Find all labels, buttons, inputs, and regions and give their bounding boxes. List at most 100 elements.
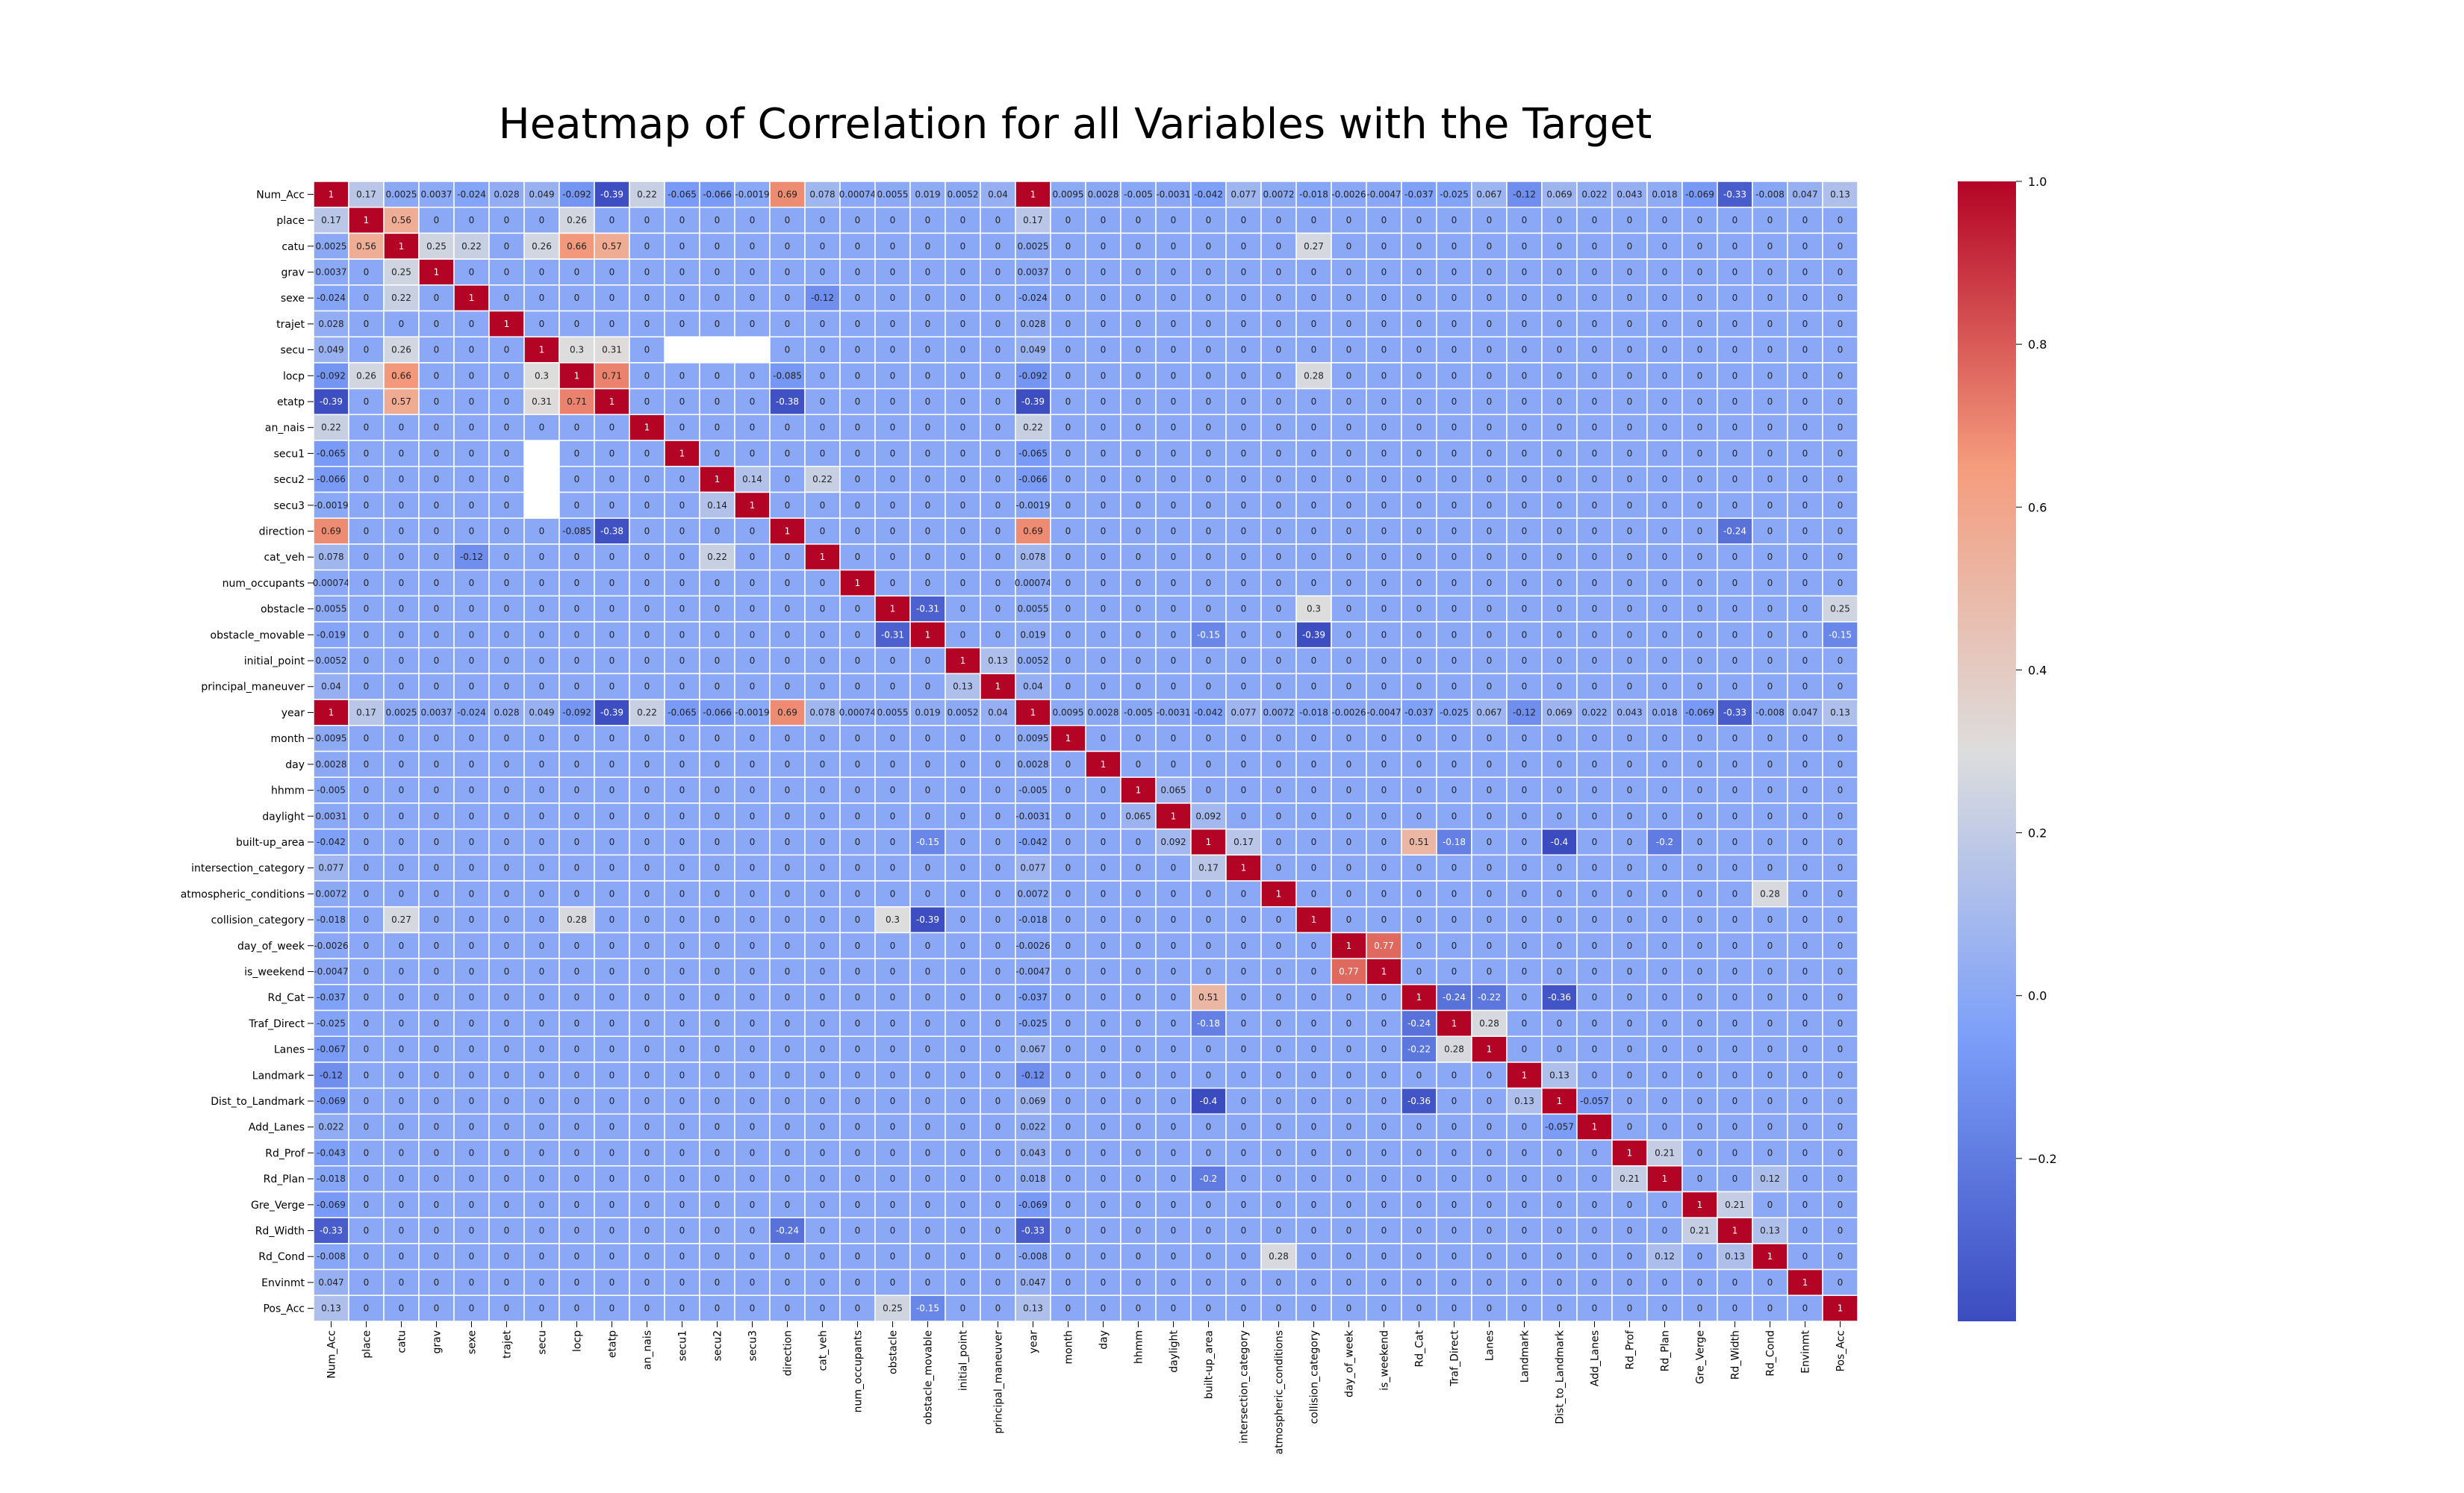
cell-value: 0	[574, 448, 580, 458]
cell-value: 0	[1276, 215, 1282, 225]
cell-value: 0.0031	[316, 811, 347, 821]
cell-value: 0	[399, 992, 405, 1003]
cell-value: 0	[1101, 267, 1107, 277]
cell-value: 0	[1276, 863, 1282, 873]
cell-value: 0	[1241, 293, 1247, 303]
cell-value: 0	[469, 1277, 475, 1288]
cell-value: 0	[820, 319, 826, 329]
cell-value: 0	[1592, 215, 1598, 225]
heatmap-cell	[488, 466, 525, 493]
cell-value: 0	[1452, 423, 1457, 433]
cell-value: 0	[1557, 914, 1563, 925]
cell-value: 0	[364, 1251, 370, 1262]
heatmap-cell	[1295, 206, 1332, 234]
heatmap-cell	[1717, 517, 1753, 545]
cell-value: -0.037	[317, 992, 346, 1003]
heatmap-cell	[1225, 310, 1262, 337]
cell-value: 0	[785, 578, 791, 588]
cell-value: 0	[1838, 837, 1844, 847]
cell-value: 0	[890, 1173, 896, 1184]
cell-value: -0.24	[1723, 526, 1746, 537]
cell-value: 0.049	[529, 189, 554, 199]
cell-value: 0	[1732, 604, 1738, 614]
cell-value: 0	[715, 1277, 721, 1288]
cell-value: 0	[1697, 241, 1703, 252]
y-tick-label: collision_category	[211, 914, 305, 926]
heatmap-cell	[1611, 569, 1648, 597]
heatmap-cell	[1471, 258, 1508, 286]
cell-value: 0	[1487, 966, 1493, 976]
cell-value: 0	[750, 888, 756, 899]
cell-value: 0	[1838, 474, 1844, 484]
cell-value: 0	[1136, 267, 1142, 277]
cell-value: 0	[960, 811, 966, 821]
cell-value: 0	[1136, 578, 1142, 588]
cell-value: 0	[609, 914, 615, 925]
cell-value: 0	[1416, 811, 1422, 821]
cell-value: 0	[679, 863, 685, 873]
cell-value: 0.078	[1020, 552, 1045, 562]
cell-value: 0	[1697, 992, 1703, 1003]
cell-value: 0	[1452, 1251, 1457, 1262]
y-tick-label: hhmm	[271, 785, 305, 797]
cell-value: 0	[785, 215, 791, 225]
cell-value: 0	[504, 526, 510, 537]
cell-value: 0	[1592, 682, 1598, 692]
cell-value: 0	[574, 578, 580, 588]
cell-value: 0	[1241, 992, 1247, 1003]
cell-value: 0	[785, 1070, 791, 1080]
cell-value: 0	[1346, 888, 1352, 899]
cell-value: 0	[750, 578, 756, 588]
cell-value: 0	[1522, 1200, 1528, 1210]
cell-value: 0	[1065, 1096, 1071, 1106]
cell-value: 0	[890, 1147, 896, 1158]
heatmap-cell	[383, 569, 420, 597]
cell-value: 0	[1557, 345, 1563, 355]
cell-value: 0	[1592, 914, 1598, 925]
x-tick-label: secu	[537, 1330, 549, 1354]
cell-value: 0	[1697, 759, 1703, 770]
cell-value: 0	[539, 1070, 545, 1080]
cell-value: 0.028	[1020, 319, 1045, 329]
cell-value: 0	[1241, 474, 1247, 484]
cell-value: 0	[1276, 1044, 1282, 1055]
heatmap-cell	[629, 310, 665, 337]
cell-value: 0	[1206, 914, 1212, 925]
cell-value: 0	[995, 500, 1001, 511]
heatmap-cell	[1822, 258, 1858, 286]
heatmap-cell	[839, 232, 876, 260]
cell-value: 0	[1838, 345, 1844, 355]
cell-value: 0	[1592, 448, 1598, 458]
cell-value: 0.28	[1760, 888, 1780, 899]
cell-value: 0.0025	[1018, 241, 1049, 252]
cell-value: 0	[1487, 837, 1493, 847]
cell-value: 0	[1416, 319, 1422, 329]
cell-value: 0.21	[1725, 1200, 1745, 1210]
heatmap-cell	[699, 595, 735, 623]
cell-value: 0	[1802, 1147, 1808, 1158]
cell-value: 0	[1697, 863, 1703, 873]
cell-value: 0	[364, 914, 370, 925]
heatmap-cell	[1085, 362, 1121, 390]
cell-value: 0.26	[391, 345, 411, 355]
heatmap-cell	[523, 258, 560, 286]
heatmap-cell	[1611, 232, 1648, 260]
cell-value: 0	[715, 655, 721, 666]
heatmap-cell	[418, 673, 455, 700]
cell-value: -0.33	[320, 1226, 343, 1236]
cell-value: 0	[1838, 1096, 1844, 1106]
cell-value: 0.077	[1231, 707, 1256, 717]
cell-value: 0	[1311, 293, 1317, 303]
y-tick-label: Rd_Width	[255, 1226, 305, 1238]
cell-value: 0.28	[1444, 1044, 1464, 1055]
cell-value: 0	[1101, 448, 1107, 458]
cell-value: 0	[1311, 682, 1317, 692]
cell-value: 0.00074	[1015, 578, 1052, 588]
cell-value: 0	[1276, 474, 1282, 484]
cell-value: 0	[469, 992, 475, 1003]
cell-value: 0	[1662, 914, 1668, 925]
cell-value: 0	[1171, 215, 1177, 225]
cell-value: 0	[1276, 655, 1282, 666]
heatmap-cell	[1190, 595, 1227, 623]
heatmap-cell	[1225, 440, 1262, 467]
